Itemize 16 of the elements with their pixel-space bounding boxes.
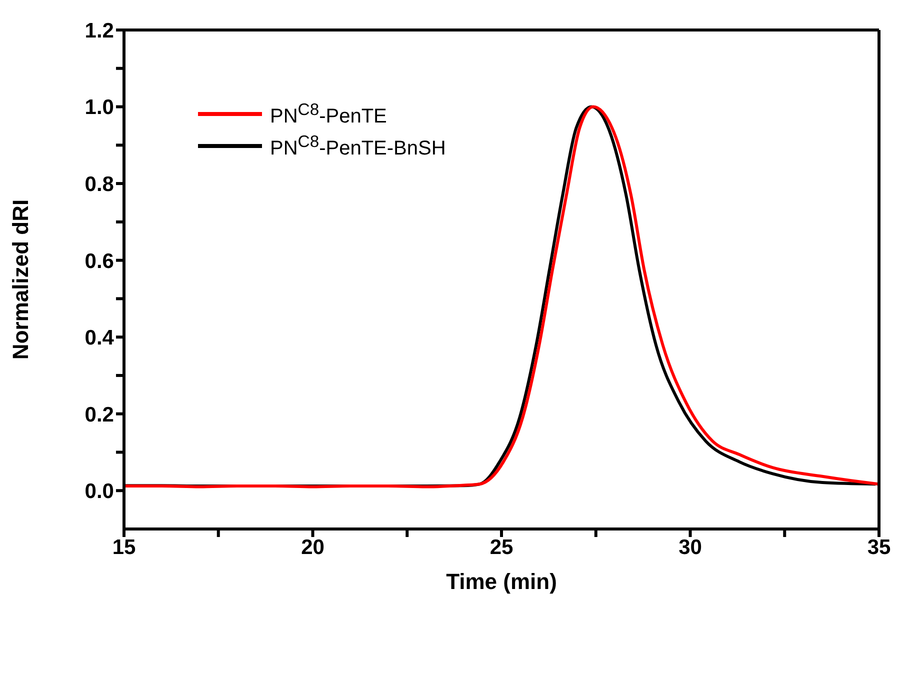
- y-tick-label: 0.4: [84, 326, 114, 350]
- x-tick-label: 20: [301, 536, 324, 559]
- legend-label: PN$^{C8}$-PenTE: [270, 100, 387, 128]
- x-axis-title: Time (min): [446, 569, 557, 594]
- y-tick-label: 1.2: [84, 19, 114, 42]
- y-tick-label: 0.2: [84, 403, 114, 426]
- x-tick-label: 35: [867, 536, 891, 559]
- x-tick-label: 30: [678, 536, 702, 559]
- y-tick-label: 0.8: [84, 172, 114, 196]
- y-axis-title: Normalized dRI: [8, 199, 33, 360]
- x-tick-label: 15: [112, 536, 136, 559]
- x-tick-label: 25: [490, 536, 514, 559]
- legend-label: PN$^{C8}$-PenTE-BnSH: [270, 132, 446, 160]
- y-tick-label: 0.0: [84, 480, 114, 504]
- y-tick-label: 0.6: [84, 250, 114, 273]
- y-tick-label: 1.0: [84, 96, 114, 120]
